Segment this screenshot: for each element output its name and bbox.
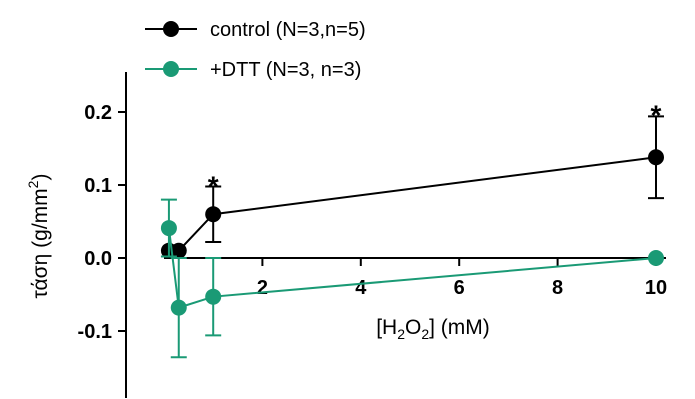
legend-label: control (N=3,n=5) (210, 19, 366, 41)
data-point (205, 288, 222, 305)
data-point (160, 220, 177, 237)
x-axis-label-part: [H (376, 316, 397, 339)
y-axis-label-superscript: 2 (25, 180, 41, 188)
y-axis-label-part: ) (29, 174, 52, 181)
x-tick-label: 10 (645, 277, 667, 299)
data-point (170, 299, 187, 316)
legend-marker (163, 61, 179, 77)
x-axis-label-subscript: 2 (397, 326, 405, 342)
y-tick-label: -0.1 (78, 321, 112, 343)
series-1 (160, 198, 664, 359)
legend-item-1: +DTT (N=3, n=3) (145, 59, 361, 81)
y-axis-label-part: τάση (g/mm (29, 188, 52, 298)
x-axis-label: [H2O2] (mM) (376, 316, 490, 342)
y-tick-label: 0.1 (84, 175, 112, 197)
x-tick-label: 6 (454, 277, 465, 299)
significance-star: * (651, 100, 662, 131)
significance-star: * (208, 170, 219, 201)
data-point (170, 242, 187, 259)
y-axis-label-group: τάση (g/mm2) (25, 174, 52, 299)
data-point (648, 149, 664, 166)
x-axis-label-part: ] (mM) (429, 316, 490, 339)
legend-marker (163, 21, 179, 37)
x-axis-label-part: O (405, 316, 421, 339)
x-axis-label-subscript: 2 (421, 326, 429, 342)
legend-label: +DTT (N=3, n=3) (210, 59, 361, 81)
data-point (648, 250, 664, 266)
series-line (168, 156, 657, 252)
y-tick-label: 0.2 (84, 102, 112, 124)
legend-item-0: control (N=3,n=5) (145, 19, 366, 41)
x-tick-label: 2 (257, 277, 268, 299)
x-tick-label: 4 (355, 277, 367, 299)
y-axis-label: τάση (g/mm2) (25, 174, 52, 299)
series-line (167, 227, 657, 309)
x-tick-label: 8 (552, 277, 563, 299)
y-tick-label: 0.0 (84, 248, 112, 270)
data-point (205, 206, 222, 223)
series-0 (160, 115, 664, 259)
